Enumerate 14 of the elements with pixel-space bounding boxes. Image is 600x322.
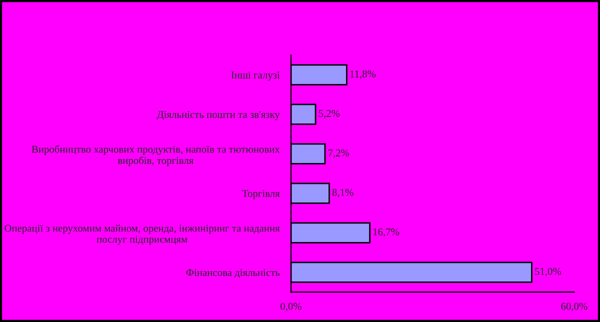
y-tick-label: Фінансова діяльність	[186, 269, 280, 278]
data-label: 11,8%	[350, 70, 376, 79]
y-tick-label: Інші галузі	[231, 72, 280, 81]
y-tick-label: Виробництво харчових продуктів, напоїв та тютюнових виробів, торгівля	[32, 145, 280, 166]
data-label: 7,2%	[328, 149, 350, 158]
data-label: 51,0%	[535, 268, 562, 276]
data-label: 8,1%	[332, 188, 354, 198]
y-tick-label: Операції з нерухомим майном, оренда, інжиніринг та надання послуг підприємцям	[4, 224, 280, 245]
y-tick-label: Торгівля	[242, 190, 280, 200]
data-label: 16,7%	[374, 228, 400, 237]
y-tick-label: Діяльність пошти та зв'язку	[156, 111, 280, 120]
x-tick-label: 0,0%	[280, 302, 302, 312]
data-label: 5,2%	[318, 110, 340, 118]
x-tick-label: 60,0%	[561, 302, 588, 312]
